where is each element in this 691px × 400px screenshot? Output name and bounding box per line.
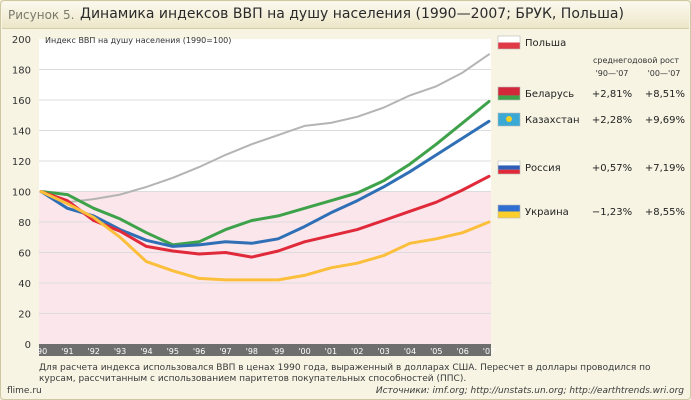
legend-country-label: Казахстан [525,115,580,126]
flag-frame [497,86,521,101]
sources-text: imf.org; http://unstats.un.org; http://e… [429,386,684,396]
series-line [39,100,491,247]
x-tick-label: '95 [167,347,179,356]
x-tick-label: '07 [483,347,495,356]
series-line [39,190,491,282]
y-tick-label: 80 [18,218,31,229]
flag-stripe [498,165,520,170]
x-tick-label: '03 [377,347,389,356]
y-tick-label: 200 [12,35,31,46]
growth-value-0007: +9,69% [645,115,685,126]
y-tick-label: 60 [18,249,31,260]
legend-country-label: Россия [525,163,561,174]
x-tick-label: '92 [88,347,100,356]
x-axis-band [39,344,491,356]
flag-stripe [498,169,520,174]
chart-title: Динамика индексов ВВП на душу населения … [80,6,624,22]
y-tick-label: 20 [18,310,31,321]
growth-value-9007: +0,57% [592,163,632,174]
footnote: Для расчета индекса использовался ВВП в … [39,363,651,384]
x-tick-label: '97 [219,347,231,356]
flag-stripe [498,205,520,212]
x-tick-label: '05 [430,347,442,356]
x-tick-label: '91 [61,347,73,356]
growth-period-2: '00—'07 [648,69,681,78]
legend-country-label: Польша [525,38,566,49]
legend-country-label: Украина [525,207,569,218]
flag-frame [497,112,521,127]
x-tick-label: '01 [325,347,337,356]
series-line [39,119,491,248]
y-tick-label: 120 [12,157,31,168]
flag-stripe [498,42,520,49]
sources-line: Источники: imf.org; http://unstats.un.or… [376,386,684,396]
flag-frame [497,35,521,50]
flag-frame [497,204,521,219]
growth-value-0007: +7,19% [645,163,685,174]
flag-stripe [498,36,520,43]
x-tick-label: '93 [114,347,126,356]
site-label[interactable]: flime.ru [7,386,42,396]
legend-country-label: Беларусь [525,89,574,100]
y-tick-label: 100 [12,188,31,199]
x-tick-label: '02 [351,347,363,356]
x-tick-label: '90 [35,347,47,356]
x-tick-label: '04 [404,347,416,356]
figure-number: Рисунок 5. [8,8,75,22]
y-tick-label: 40 [18,279,31,290]
growth-value-0007: +8,51% [645,89,685,100]
y-tick-label: 0 [25,340,31,351]
growth-period-1: '90—'07 [596,69,629,78]
y-tick-label: 140 [12,127,31,138]
y-tick-label: 180 [12,66,31,77]
x-tick-label: '06 [456,347,468,356]
chart-svg: 0 20 40 60 80 100 120 140 160 180 200 Индекс ВВП н… [12,35,685,356]
y-tick-label: 160 [12,96,31,107]
x-tick-label: '96 [193,347,205,356]
title-bar: Рисунок 5. Динамика индексов ВВП на душу… [2,2,689,29]
x-tick-label: '94 [140,347,152,356]
series-line [39,174,491,259]
x-tick-label: '99 [272,347,284,356]
growth-header: среднегодовой рост [593,56,679,65]
sources-label: Источники: [375,386,430,396]
flag-frame [497,160,521,175]
flag-stripe [498,87,520,96]
y-axis-label: Индекс ВВП на душу населения (1990=100) [45,36,231,45]
flag-stripe [498,95,520,100]
growth-value-0007: +8,55% [645,207,685,218]
growth-value-9007: −1,23% [592,207,632,218]
flag-stripe [498,161,520,166]
growth-value-9007: +2,28% [592,115,632,126]
growth-value-9007: +2,81% [592,89,632,100]
x-tick-label: '98 [246,347,258,356]
flag-stripe [498,211,520,218]
flag-sun-icon [506,116,512,122]
x-tick-label: '00 [298,347,310,356]
series-line [40,53,490,204]
